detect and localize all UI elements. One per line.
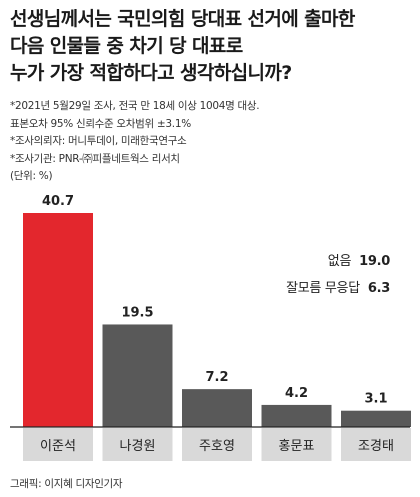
category-label-4: 홍문표 xyxy=(279,439,315,454)
category-label-bg-5 xyxy=(341,428,411,461)
bar-2 xyxy=(102,324,173,427)
bar-5 xyxy=(341,410,411,427)
category-label-3: 주호영 xyxy=(199,439,235,454)
category-label-5: 조경태 xyxy=(358,439,394,454)
response-unknown: 잘모름 무응답 6.3 xyxy=(286,275,390,302)
category-label-2: 나경원 xyxy=(120,439,156,454)
bar-value-5: 3.1 xyxy=(364,392,387,407)
category-label-bg-2 xyxy=(102,428,173,461)
category-label-bg-3 xyxy=(182,428,252,461)
other-responses: 없음 19.0 잘모름 무응답 6.3 xyxy=(286,248,390,302)
bar-value-4: 4.2 xyxy=(285,386,308,401)
title-line-1: 선생님께서는 국민의힘 당대표 선거에 출마한 xyxy=(10,8,355,30)
bar-value-3: 7.2 xyxy=(205,370,228,385)
title-line-3: 누가 가장 적합하다고 생각하십니까? xyxy=(10,62,292,84)
graphic-credit: 그래픽: 이지혜 디자인기자 xyxy=(10,478,123,490)
bar-4 xyxy=(261,404,332,427)
response-none: 없음 19.0 xyxy=(286,248,391,275)
response-none-label: 없음 xyxy=(327,254,352,269)
response-unknown-value: 6.3 xyxy=(367,281,390,296)
note-agency: *조사기관: PNR-㈜피플네트웍스 리서치 xyxy=(10,152,180,165)
bar-1 xyxy=(23,213,93,427)
response-unknown-label: 잘모름 무응답 xyxy=(286,281,360,296)
title-line-2: 다음 인물들 중 차기 당 대표로 xyxy=(10,35,243,57)
bar-3 xyxy=(182,389,252,427)
note-commissioner: *조사의뢰자: 머니투데이, 미래한국연구소 xyxy=(10,135,187,147)
response-none-value: 19.0 xyxy=(359,254,390,269)
category-label-1: 이준석 xyxy=(40,439,76,454)
chart-title: 선생님께서는 국민의힘 당대표 선거에 출마한 다음 인물들 중 차기 당 대표… xyxy=(10,6,412,87)
survey-notes: *2021년 5월29일 조사, 전국 만 18세 이상 1004명 대상. 표… xyxy=(10,98,415,186)
category-label-bg-4 xyxy=(261,428,332,461)
note-margin-of-error: 표본오차 95% 신뢰수준 오차범위 ±3.1% xyxy=(10,117,191,130)
bar-value-2: 19.5 xyxy=(121,305,153,320)
note-unit: (단위: %) xyxy=(10,170,53,182)
bar-value-1: 40.7 xyxy=(42,194,74,209)
note-survey-date: *2021년 5월29일 조사, 전국 만 18세 이상 1004명 대상. xyxy=(10,100,260,112)
category-label-bg-1 xyxy=(23,428,93,461)
